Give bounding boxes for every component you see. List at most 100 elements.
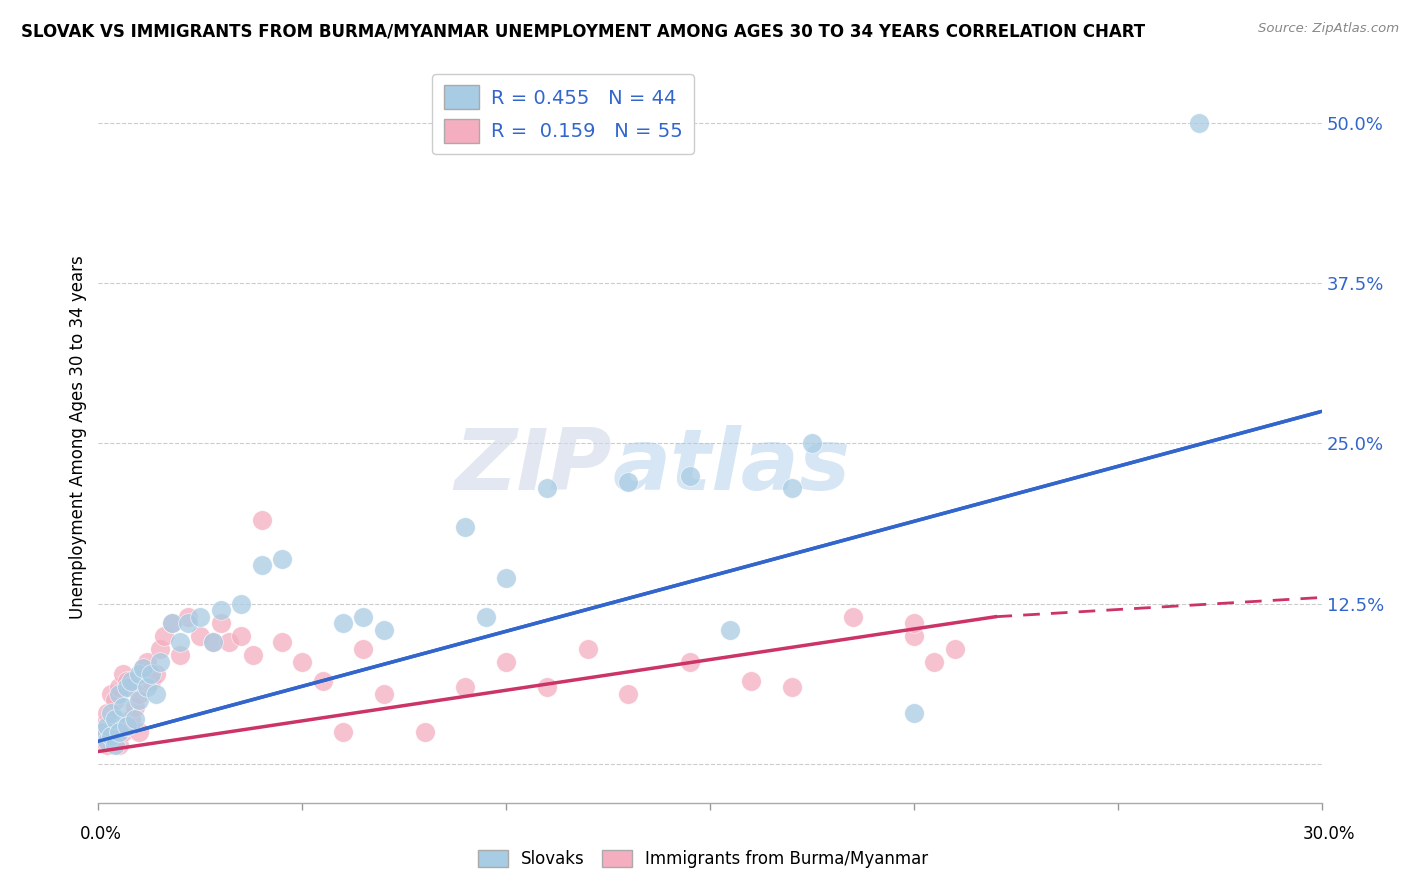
Point — [108, 725, 131, 739]
Point — [332, 616, 354, 631]
Point — [96, 706, 118, 720]
Point — [250, 514, 273, 528]
Point — [1188, 116, 1211, 130]
Point — [108, 738, 131, 752]
Point — [115, 673, 138, 688]
Point — [111, 667, 134, 681]
Point — [617, 475, 640, 489]
Point — [903, 629, 925, 643]
Point — [209, 616, 232, 631]
Point — [903, 616, 925, 631]
Point — [679, 655, 702, 669]
Point — [111, 725, 134, 739]
Text: ZIP: ZIP — [454, 425, 612, 508]
Point — [201, 635, 224, 649]
Point — [141, 667, 163, 681]
Point — [115, 719, 138, 733]
Point — [91, 731, 114, 746]
Text: atlas: atlas — [612, 425, 851, 508]
Point — [352, 641, 374, 656]
Point — [104, 738, 127, 752]
Point — [242, 648, 264, 663]
Point — [104, 712, 127, 726]
Point — [617, 687, 640, 701]
Point — [841, 609, 863, 624]
Point — [128, 725, 150, 739]
Point — [454, 520, 477, 534]
Y-axis label: Unemployment Among Ages 30 to 34 years: Unemployment Among Ages 30 to 34 years — [69, 255, 87, 619]
Point — [149, 655, 172, 669]
Point — [454, 681, 477, 695]
Point — [152, 629, 174, 643]
Point — [128, 693, 150, 707]
Point — [132, 661, 155, 675]
Point — [145, 667, 167, 681]
Point — [780, 681, 803, 695]
Point — [177, 616, 200, 631]
Point — [373, 687, 395, 701]
Point — [270, 552, 294, 566]
Point — [495, 655, 517, 669]
Point — [111, 699, 134, 714]
Text: SLOVAK VS IMMIGRANTS FROM BURMA/MYANMAR UNEMPLOYMENT AMONG AGES 30 TO 34 YEARS C: SLOVAK VS IMMIGRANTS FROM BURMA/MYANMAR … — [21, 22, 1146, 40]
Point — [141, 673, 163, 688]
Point — [96, 734, 118, 748]
Text: 0.0%: 0.0% — [80, 825, 122, 843]
Point — [169, 635, 191, 649]
Point — [780, 482, 803, 496]
Point — [352, 609, 374, 624]
Point — [91, 725, 114, 739]
Point — [718, 623, 742, 637]
Point — [270, 635, 294, 649]
Point — [149, 641, 172, 656]
Point — [115, 719, 138, 733]
Point — [160, 616, 183, 631]
Point — [250, 558, 273, 573]
Point — [100, 729, 122, 743]
Point — [903, 706, 925, 720]
Point — [145, 687, 167, 701]
Point — [169, 648, 191, 663]
Point — [128, 687, 150, 701]
Point — [100, 706, 122, 720]
Point — [218, 635, 240, 649]
Point — [312, 673, 335, 688]
Point — [104, 693, 127, 707]
Point — [120, 681, 142, 695]
Point — [100, 687, 122, 701]
Point — [576, 641, 599, 656]
Point — [100, 725, 122, 739]
Point — [474, 609, 498, 624]
Point — [740, 673, 762, 688]
Point — [104, 731, 127, 746]
Point — [679, 468, 702, 483]
Point — [124, 699, 146, 714]
Point — [120, 673, 142, 688]
Point — [209, 603, 232, 617]
Point — [801, 436, 824, 450]
Point — [91, 719, 114, 733]
Point — [124, 712, 146, 726]
Point — [922, 655, 945, 669]
Point — [160, 616, 183, 631]
Point — [96, 719, 118, 733]
Point — [536, 681, 558, 695]
Legend: R = 0.455   N = 44, R =  0.159   N = 55: R = 0.455 N = 44, R = 0.159 N = 55 — [433, 74, 695, 154]
Point — [231, 597, 253, 611]
Point — [231, 629, 253, 643]
Point — [332, 725, 354, 739]
Point — [291, 655, 314, 669]
Point — [201, 635, 224, 649]
Point — [177, 609, 200, 624]
Point — [536, 482, 558, 496]
Point — [132, 661, 155, 675]
Point — [108, 687, 131, 701]
Text: 30.0%: 30.0% — [1302, 825, 1355, 843]
Point — [495, 571, 517, 585]
Point — [108, 681, 131, 695]
Point — [96, 738, 118, 752]
Text: Source: ZipAtlas.com: Source: ZipAtlas.com — [1258, 22, 1399, 36]
Point — [943, 641, 966, 656]
Point — [188, 629, 212, 643]
Point — [128, 667, 150, 681]
